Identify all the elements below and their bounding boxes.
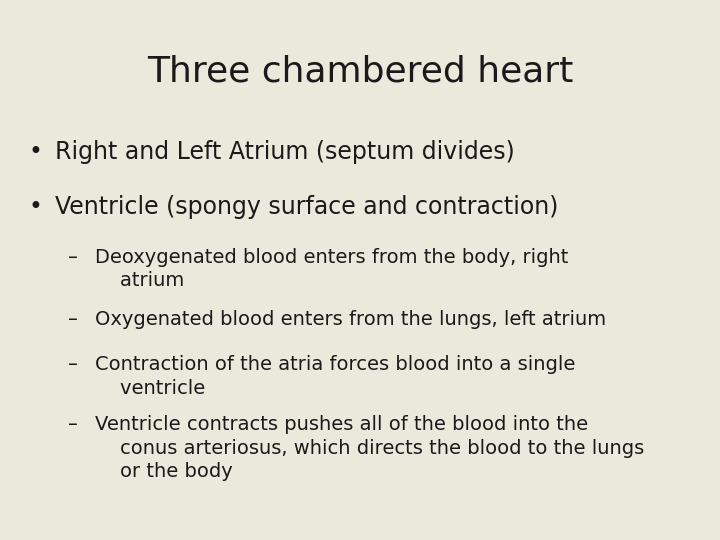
Text: –: –	[68, 310, 78, 329]
Text: •: •	[28, 140, 42, 164]
Text: Oxygenated blood enters from the lungs, left atrium: Oxygenated blood enters from the lungs, …	[95, 310, 606, 329]
Text: –: –	[68, 248, 78, 267]
Text: Right and Left Atrium (septum divides): Right and Left Atrium (septum divides)	[55, 140, 515, 164]
Text: Ventricle (spongy surface and contraction): Ventricle (spongy surface and contractio…	[55, 195, 559, 219]
Text: Ventricle contracts pushes all of the blood into the
    conus arteriosus, which: Ventricle contracts pushes all of the bl…	[95, 415, 644, 481]
Text: Three chambered heart: Three chambered heart	[147, 55, 573, 89]
Text: Contraction of the atria forces blood into a single
    ventricle: Contraction of the atria forces blood in…	[95, 355, 575, 397]
Text: –: –	[68, 355, 78, 374]
Text: –: –	[68, 415, 78, 434]
Text: Deoxygenated blood enters from the body, right
    atrium: Deoxygenated blood enters from the body,…	[95, 248, 568, 291]
Text: •: •	[28, 195, 42, 219]
